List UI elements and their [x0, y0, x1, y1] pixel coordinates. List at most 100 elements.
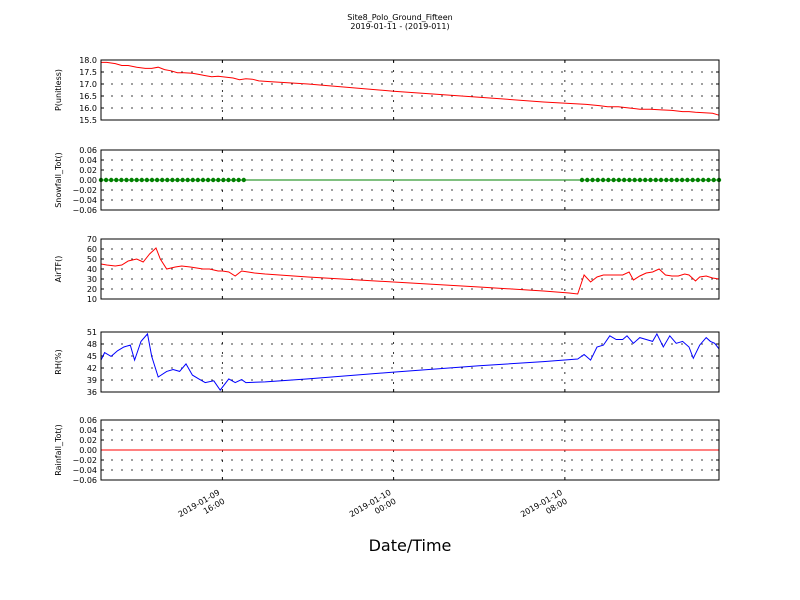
y-tick-label: 10: [87, 295, 97, 304]
panel-frame: [100, 238, 720, 300]
y-tick-label: 45: [87, 352, 97, 361]
data-point: [165, 177, 170, 183]
data-point: [590, 177, 595, 183]
y-tick-label: 50: [87, 255, 97, 264]
y-tick-label: −0.06: [72, 206, 97, 215]
y-tick-label: 0.02: [79, 166, 97, 175]
data-point: [149, 177, 155, 183]
y-axis-label: AirTF(): [54, 256, 63, 283]
chart-subtitle: 2019-01-11 - (2019-011): [350, 22, 449, 31]
data-point: [653, 177, 658, 183]
panel-pressure: 18.0 17.5 17.0 16.5 16.0 15.5 P(unitless): [54, 56, 720, 125]
data-point: [200, 177, 206, 183]
data-point: [664, 177, 669, 183]
y-tick-label: −0.04: [72, 196, 97, 205]
data-point: [579, 177, 585, 183]
chart-title: Site8_Polo_Ground_Fifteen: [347, 13, 452, 22]
panel-rh: 51 48 45 42 39 36 RH(%): [54, 328, 720, 397]
y-tick-label: 16.5: [79, 92, 97, 101]
y-axis-label: Rainfall_Tot(): [54, 424, 63, 476]
data-point: [134, 177, 139, 183]
y-tick-label: 30: [87, 275, 97, 284]
y-tick-label: 0.00: [79, 176, 97, 185]
data-point: [185, 177, 190, 183]
y-tick-label: 17.5: [79, 68, 97, 77]
data-point: [210, 177, 216, 183]
y-axis-label: RH(%): [54, 349, 63, 374]
data-point: [690, 177, 695, 183]
data-point: [627, 177, 632, 183]
y-tick-label: 18.0: [79, 56, 97, 65]
y-tick-label: 0.06: [79, 146, 97, 155]
data-point: [606, 177, 611, 183]
y-tick-label: −0.02: [72, 456, 97, 465]
data-point: [190, 177, 195, 183]
data-point: [236, 177, 241, 183]
y-tick-label: 15.5: [79, 116, 97, 125]
data-point: [658, 177, 664, 183]
y-tick-label: 51: [87, 328, 97, 337]
data-point: [144, 177, 150, 183]
panels: 18.017.517.016.516.015.5P(unitless)0.060…: [54, 56, 722, 485]
y-tick-label: 20: [87, 285, 97, 294]
series-line: [100, 332, 720, 391]
data-point: [616, 177, 622, 183]
y-tick-label: 70: [87, 235, 97, 244]
panel-frame: [100, 59, 720, 121]
data-point: [585, 177, 590, 183]
data-point: [700, 177, 706, 183]
data-point: [685, 177, 690, 183]
data-point: [159, 177, 165, 183]
y-tick-label: 48: [87, 340, 97, 349]
y-tick-label: 42: [87, 364, 97, 373]
data-point: [679, 177, 685, 183]
data-point: [114, 177, 119, 183]
y-tick-label: 36: [87, 388, 97, 397]
data-point: [170, 177, 175, 183]
data-point: [139, 177, 144, 183]
data-point: [103, 177, 109, 183]
y-tick-label: 0.04: [79, 156, 97, 165]
data-point: [595, 177, 601, 183]
y-tick-label: 0.04: [79, 426, 97, 435]
data-point: [600, 177, 606, 183]
y-tick-label: 39: [87, 376, 97, 385]
y-tick-label: 0.06: [79, 416, 97, 425]
x-tick-label: 2019-01-1008:00: [519, 488, 569, 528]
data-point: [231, 177, 236, 183]
data-point: [632, 177, 637, 183]
data-point: [643, 177, 648, 183]
data-point: [205, 177, 211, 183]
y-tick-label: −0.06: [72, 476, 97, 485]
data-point: [695, 177, 701, 183]
data-point: [241, 177, 246, 183]
y-tick-label: 60: [87, 245, 97, 254]
series-line: [100, 247, 720, 295]
y-tick-label: 0.02: [79, 436, 97, 445]
panel-frame: [100, 419, 720, 481]
x-tick-label: 2019-01-1000:00: [348, 488, 398, 528]
data-point: [154, 177, 160, 183]
data-point: [226, 177, 231, 183]
y-axis-label: Snowfall_Tot(): [54, 152, 63, 208]
data-point: [621, 177, 627, 183]
data-point: [637, 177, 643, 183]
data-point: [216, 177, 221, 183]
data-point: [221, 177, 226, 183]
data-point: [119, 177, 124, 183]
panel-frame: [100, 331, 720, 393]
x-axis-label: Date/Time: [369, 536, 452, 555]
data-point: [648, 177, 653, 183]
x-axis-ticks: 2019-01-0916:00 2019-01-1000:00 2019-01-10…: [177, 488, 569, 528]
y-tick-label: 17.0: [79, 80, 97, 89]
panel-frame: [100, 149, 720, 211]
panel-snowfall: 0.060.040.020.00−0.02−0.04−0.06 Snowfall_…: [54, 146, 722, 215]
x-tick-label: 2019-01-0916:00: [177, 488, 227, 528]
data-point: [711, 177, 716, 183]
data-point: [706, 177, 711, 183]
data-point: [669, 177, 674, 183]
y-tick-label: 0.00: [79, 446, 97, 455]
data-point: [180, 177, 185, 183]
data-point: [108, 177, 114, 183]
